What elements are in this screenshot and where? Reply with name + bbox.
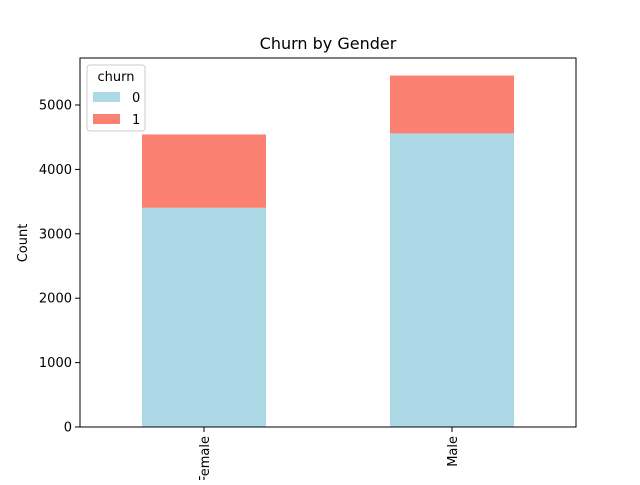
x-tick-label-male: Male [446, 436, 461, 467]
bar-male-churn-0 [390, 133, 514, 427]
chart-title: Churn by Gender [260, 34, 397, 53]
y-tick-label: 3000 [39, 227, 72, 242]
plot-frame [79, 57, 577, 428]
bar-male-churn-1 [390, 75, 514, 134]
legend: churn 0 1 [86, 64, 146, 132]
y-tick-label: 5000 [39, 99, 72, 114]
y-tick-label: 1000 [39, 356, 72, 371]
bar-female-churn-0 [142, 207, 266, 427]
y-tick-label: 2000 [39, 292, 72, 307]
bar-female-churn-1 [142, 134, 266, 208]
y-axis-label: Count [16, 224, 31, 263]
y-tick-label: 0 [64, 421, 72, 436]
legend-swatch-1 [93, 114, 120, 124]
legend-label-1: 1 [132, 113, 140, 128]
legend-label-0: 0 [132, 91, 140, 106]
plot-area: Female Male 0 1000 2000 3000 4000 5000 [39, 57, 577, 483]
legend-title: churn [98, 70, 135, 85]
y-tick-label: 4000 [39, 163, 72, 178]
x-tick-label-female: Female [198, 436, 213, 480]
legend-swatch-0 [93, 92, 120, 102]
